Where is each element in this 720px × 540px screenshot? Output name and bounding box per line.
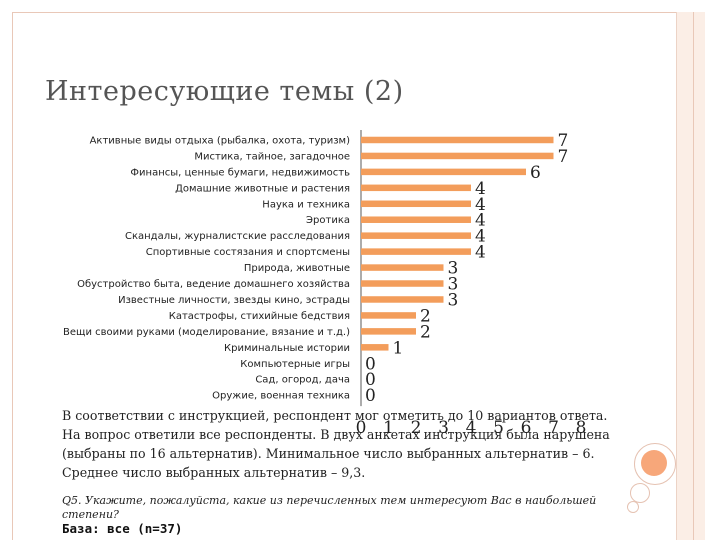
x-tick-label: 7 <box>548 418 559 438</box>
decor-strip <box>676 12 705 540</box>
category-label: Наука и техника <box>262 199 350 210</box>
decor-circle-accent <box>641 450 667 476</box>
bar <box>361 248 471 255</box>
category-label: Активные виды отдыха (рыбалка, охота, ту… <box>90 135 350 146</box>
data-label: 3 <box>448 275 459 295</box>
data-label: 7 <box>558 147 569 167</box>
bar <box>361 136 554 144</box>
x-tick-label: 4 <box>466 418 477 438</box>
bar <box>361 280 444 287</box>
category-label: Спортивные состязания и спортсмены <box>146 247 350 258</box>
data-label: 3 <box>448 290 459 310</box>
decor-line <box>693 12 694 540</box>
data-label: 2 <box>420 322 431 342</box>
bar <box>361 264 444 271</box>
category-label: Известные личности, звезды кино, эстрады <box>118 295 350 306</box>
bar <box>361 216 471 223</box>
data-label: 6 <box>530 163 541 183</box>
category-label: Компьютерные игры <box>240 359 350 370</box>
description-text: В соответствии с инструкцией, респондент… <box>62 406 622 482</box>
data-label: 4 <box>475 211 486 231</box>
data-label: 4 <box>475 243 486 263</box>
data-label: 4 <box>475 195 486 215</box>
question-text: Q5. Укажите, пожалуйста, какие из перечи… <box>62 494 597 521</box>
data-label: 0 <box>365 386 376 406</box>
category-label: Эротика <box>306 215 350 226</box>
bar <box>361 328 416 335</box>
category-label: Обустройство быта, ведение домашнего хоз… <box>77 279 350 290</box>
bar <box>361 200 471 208</box>
x-tick-label: 6 <box>521 418 532 438</box>
slide-title: Интересующие темы (2) <box>45 76 404 107</box>
description-line: На вопрос ответили все респонденты. В дв… <box>62 427 610 442</box>
data-label: 3 <box>448 259 459 279</box>
base-text: База: все (n=37) <box>62 521 183 536</box>
bar <box>361 168 526 176</box>
bar <box>361 232 471 239</box>
category-label: Природа, животные <box>244 263 350 274</box>
description-line: Среднее число выбранных альтернатив – 9,… <box>62 465 366 480</box>
category-label: Скандалы, журналистские расследования <box>125 231 350 242</box>
category-label: Катастрофы, стихийные бедствия <box>169 311 350 322</box>
data-label: 0 <box>365 354 376 374</box>
category-label: Вещи своими руками (моделирование, вязан… <box>63 327 350 338</box>
bar <box>361 344 389 351</box>
description-line: (выбраны по 16 альтернатив). Минимальное… <box>62 446 595 461</box>
description-line: В соответствии с инструкцией, респондент… <box>62 408 608 423</box>
category-label: Домашние животные и растения <box>175 183 350 194</box>
decor-circle-medium <box>630 483 650 503</box>
category-label: Оружие, военная техника <box>212 391 350 402</box>
x-tick-label: 0 <box>356 418 367 438</box>
x-tick-label: 8 <box>576 418 587 438</box>
bar <box>361 184 471 192</box>
decor-circle-small <box>627 501 639 513</box>
data-label: 1 <box>393 338 404 358</box>
data-label: 4 <box>475 227 486 247</box>
x-tick-label: 5 <box>493 418 504 438</box>
data-label: 4 <box>475 179 486 199</box>
bar <box>361 312 416 319</box>
x-tick-label: 1 <box>383 418 394 438</box>
x-tick-label: 2 <box>411 418 422 438</box>
data-label: 0 <box>365 370 376 390</box>
bar <box>361 152 554 160</box>
category-label: Финансы, ценные бумаги, недвижимость <box>130 167 350 178</box>
category-label: Криминальные истории <box>224 343 350 354</box>
category-label: Мистика, тайное, загадочное <box>194 151 350 162</box>
bar <box>361 296 444 303</box>
data-label: 7 <box>558 131 569 151</box>
data-label: 2 <box>420 306 431 326</box>
category-label: Сад, огород, дача <box>255 375 350 386</box>
x-tick-label: 3 <box>438 418 449 438</box>
